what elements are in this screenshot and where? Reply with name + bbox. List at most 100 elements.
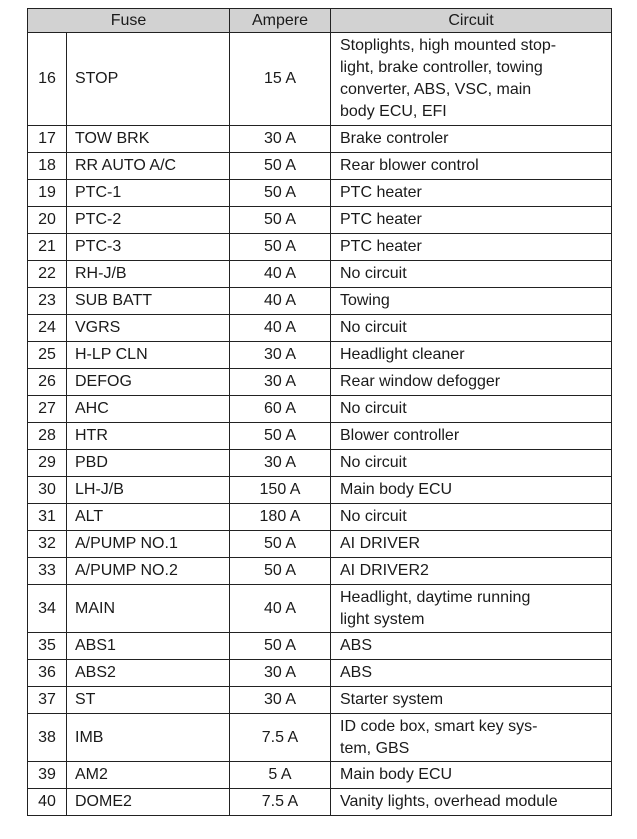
fuse-ampere: 50 A <box>229 152 331 180</box>
fuse-circuit: AI DRIVER <box>330 530 612 558</box>
fuse-name: PTC-2 <box>66 206 230 234</box>
fuse-circuit: Headlight cleaner <box>330 341 612 369</box>
fuse-ampere: 30 A <box>229 341 331 369</box>
fuse-circuit: No circuit <box>330 503 612 531</box>
fuse-ampere: 30 A <box>229 368 331 396</box>
fuse-ampere: 50 A <box>229 422 331 450</box>
fuse-ampere: 40 A <box>229 584 331 633</box>
circuit-line: light system <box>340 610 425 628</box>
table-row: 25 H-LP CLN 30 A Headlight cleaner <box>27 341 612 369</box>
fuse-number: 35 <box>27 632 67 660</box>
fuse-ampere: 30 A <box>229 659 331 687</box>
table-row: 29 PBD 30 A No circuit <box>27 449 612 477</box>
table-row: 35 ABS1 50 A ABS <box>27 632 612 660</box>
table-row: 26 DEFOG 30 A Rear window defogger <box>27 368 612 396</box>
fuse-number: 27 <box>27 395 67 423</box>
fuse-name: TOW BRK <box>66 125 230 153</box>
fuse-name: MAIN <box>66 584 230 633</box>
fuse-circuit: Main body ECU <box>330 761 612 789</box>
fuse-number: 39 <box>27 761 67 789</box>
fuse-circuit: Main body ECU <box>330 476 612 504</box>
fuse-number: 30 <box>27 476 67 504</box>
table-row: 34 MAIN 40 A Headlight, daytime running ligh… <box>27 584 612 633</box>
fuse-table: Fuse Ampere Circuit 16 STOP 15 A Stoplights… <box>27 8 612 816</box>
fuse-name: LH-J/B <box>66 476 230 504</box>
table-row: 36 ABS2 30 A ABS <box>27 659 612 687</box>
fuse-ampere: 7.5 A <box>229 713 331 762</box>
fuse-circuit: No circuit <box>330 260 612 288</box>
fuse-name: AM2 <box>66 761 230 789</box>
fuse-circuit: Vanity lights, overhead module <box>330 788 612 816</box>
fuse-circuit: Blower controller <box>330 422 612 450</box>
fuse-name: IMB <box>66 713 230 762</box>
circuit-line: Headlight, daytime running <box>340 588 531 606</box>
fuse-number: 18 <box>27 152 67 180</box>
fuse-circuit: No circuit <box>330 395 612 423</box>
table-row: 31 ALT 180 A No circuit <box>27 503 612 531</box>
fuse-circuit: Stoplights, high mounted stop-light, bra… <box>330 32 612 126</box>
fuse-number: 40 <box>27 788 67 816</box>
fuse-number: 26 <box>27 368 67 396</box>
fuse-name: DEFOG <box>66 368 230 396</box>
fuse-name: VGRS <box>66 314 230 342</box>
fuse-number: 20 <box>27 206 67 234</box>
table-row: 38 IMB 7.5 A ID code box, smart key sys-tem… <box>27 713 612 762</box>
table-row: 37 ST 30 A Starter system <box>27 686 612 714</box>
table-row: 20 PTC-2 50 A PTC heater <box>27 206 612 234</box>
fuse-ampere: 5 A <box>229 761 331 789</box>
fuse-name: ALT <box>66 503 230 531</box>
fuse-name: ABS2 <box>66 659 230 687</box>
fuse-name: ABS1 <box>66 632 230 660</box>
fuse-circuit: No circuit <box>330 314 612 342</box>
header-fuse: Fuse <box>27 8 230 33</box>
fuse-number: 38 <box>27 713 67 762</box>
table-row: 30 LH-J/B 150 A Main body ECU <box>27 476 612 504</box>
table-row: 24 VGRS 40 A No circuit <box>27 314 612 342</box>
fuse-circuit: Rear window defogger <box>330 368 612 396</box>
circuit-line: tem, GBS <box>340 739 410 757</box>
table-row: 33 A/PUMP NO.2 50 A AI DRIVER2 <box>27 557 612 585</box>
fuse-name: HTR <box>66 422 230 450</box>
table-row: 39 AM2 5 A Main body ECU <box>27 761 612 789</box>
table-row: 18 RR AUTO A/C 50 A Rear blower control <box>27 152 612 180</box>
fuse-circuit: Starter system <box>330 686 612 714</box>
table-row: 32 A/PUMP NO.1 50 A AI DRIVER <box>27 530 612 558</box>
table-row: 23 SUB BATT 40 A Towing <box>27 287 612 315</box>
fuse-name: ST <box>66 686 230 714</box>
fuse-ampere: 50 A <box>229 530 331 558</box>
fuse-number: 29 <box>27 449 67 477</box>
fuse-name: H-LP CLN <box>66 341 230 369</box>
circuit-line: Stoplights, high mounted stop- <box>340 37 557 54</box>
fuse-name: PBD <box>66 449 230 477</box>
fuse-name: PTC-3 <box>66 233 230 261</box>
circuit-line: light, brake controller, towing <box>340 59 543 76</box>
fuse-circuit: PTC heater <box>330 179 612 207</box>
fuse-number: 23 <box>27 287 67 315</box>
fuse-ampere: 40 A <box>229 260 331 288</box>
fuse-ampere: 15 A <box>229 32 331 126</box>
fuse-circuit: Brake controler <box>330 125 612 153</box>
fuse-circuit: ABS <box>330 632 612 660</box>
fuse-ampere: 50 A <box>229 632 331 660</box>
fuse-number: 36 <box>27 659 67 687</box>
fuse-name: RR AUTO A/C <box>66 152 230 180</box>
fuse-circuit: ABS <box>330 659 612 687</box>
fuse-ampere: 30 A <box>229 686 331 714</box>
fuse-number: 25 <box>27 341 67 369</box>
fuse-number: 37 <box>27 686 67 714</box>
fuse-name: SUB BATT <box>66 287 230 315</box>
fuse-name: A/PUMP NO.2 <box>66 557 230 585</box>
fuse-ampere: 30 A <box>229 125 331 153</box>
fuse-circuit: Headlight, daytime running light system <box>330 584 612 633</box>
table-row: 27 AHC 60 A No circuit <box>27 395 612 423</box>
header-row: Fuse Ampere Circuit <box>27 8 612 33</box>
fuse-circuit: No circuit <box>330 449 612 477</box>
fuse-circuit: Rear blower control <box>330 152 612 180</box>
fuse-number: 19 <box>27 179 67 207</box>
fuse-number: 21 <box>27 233 67 261</box>
circuit-line: converter, ABS, VSC, main <box>340 81 532 98</box>
circuit-line: body ECU, EFI <box>340 103 447 120</box>
fuse-name: AHC <box>66 395 230 423</box>
fuse-number: 24 <box>27 314 67 342</box>
fuse-number: 17 <box>27 125 67 153</box>
